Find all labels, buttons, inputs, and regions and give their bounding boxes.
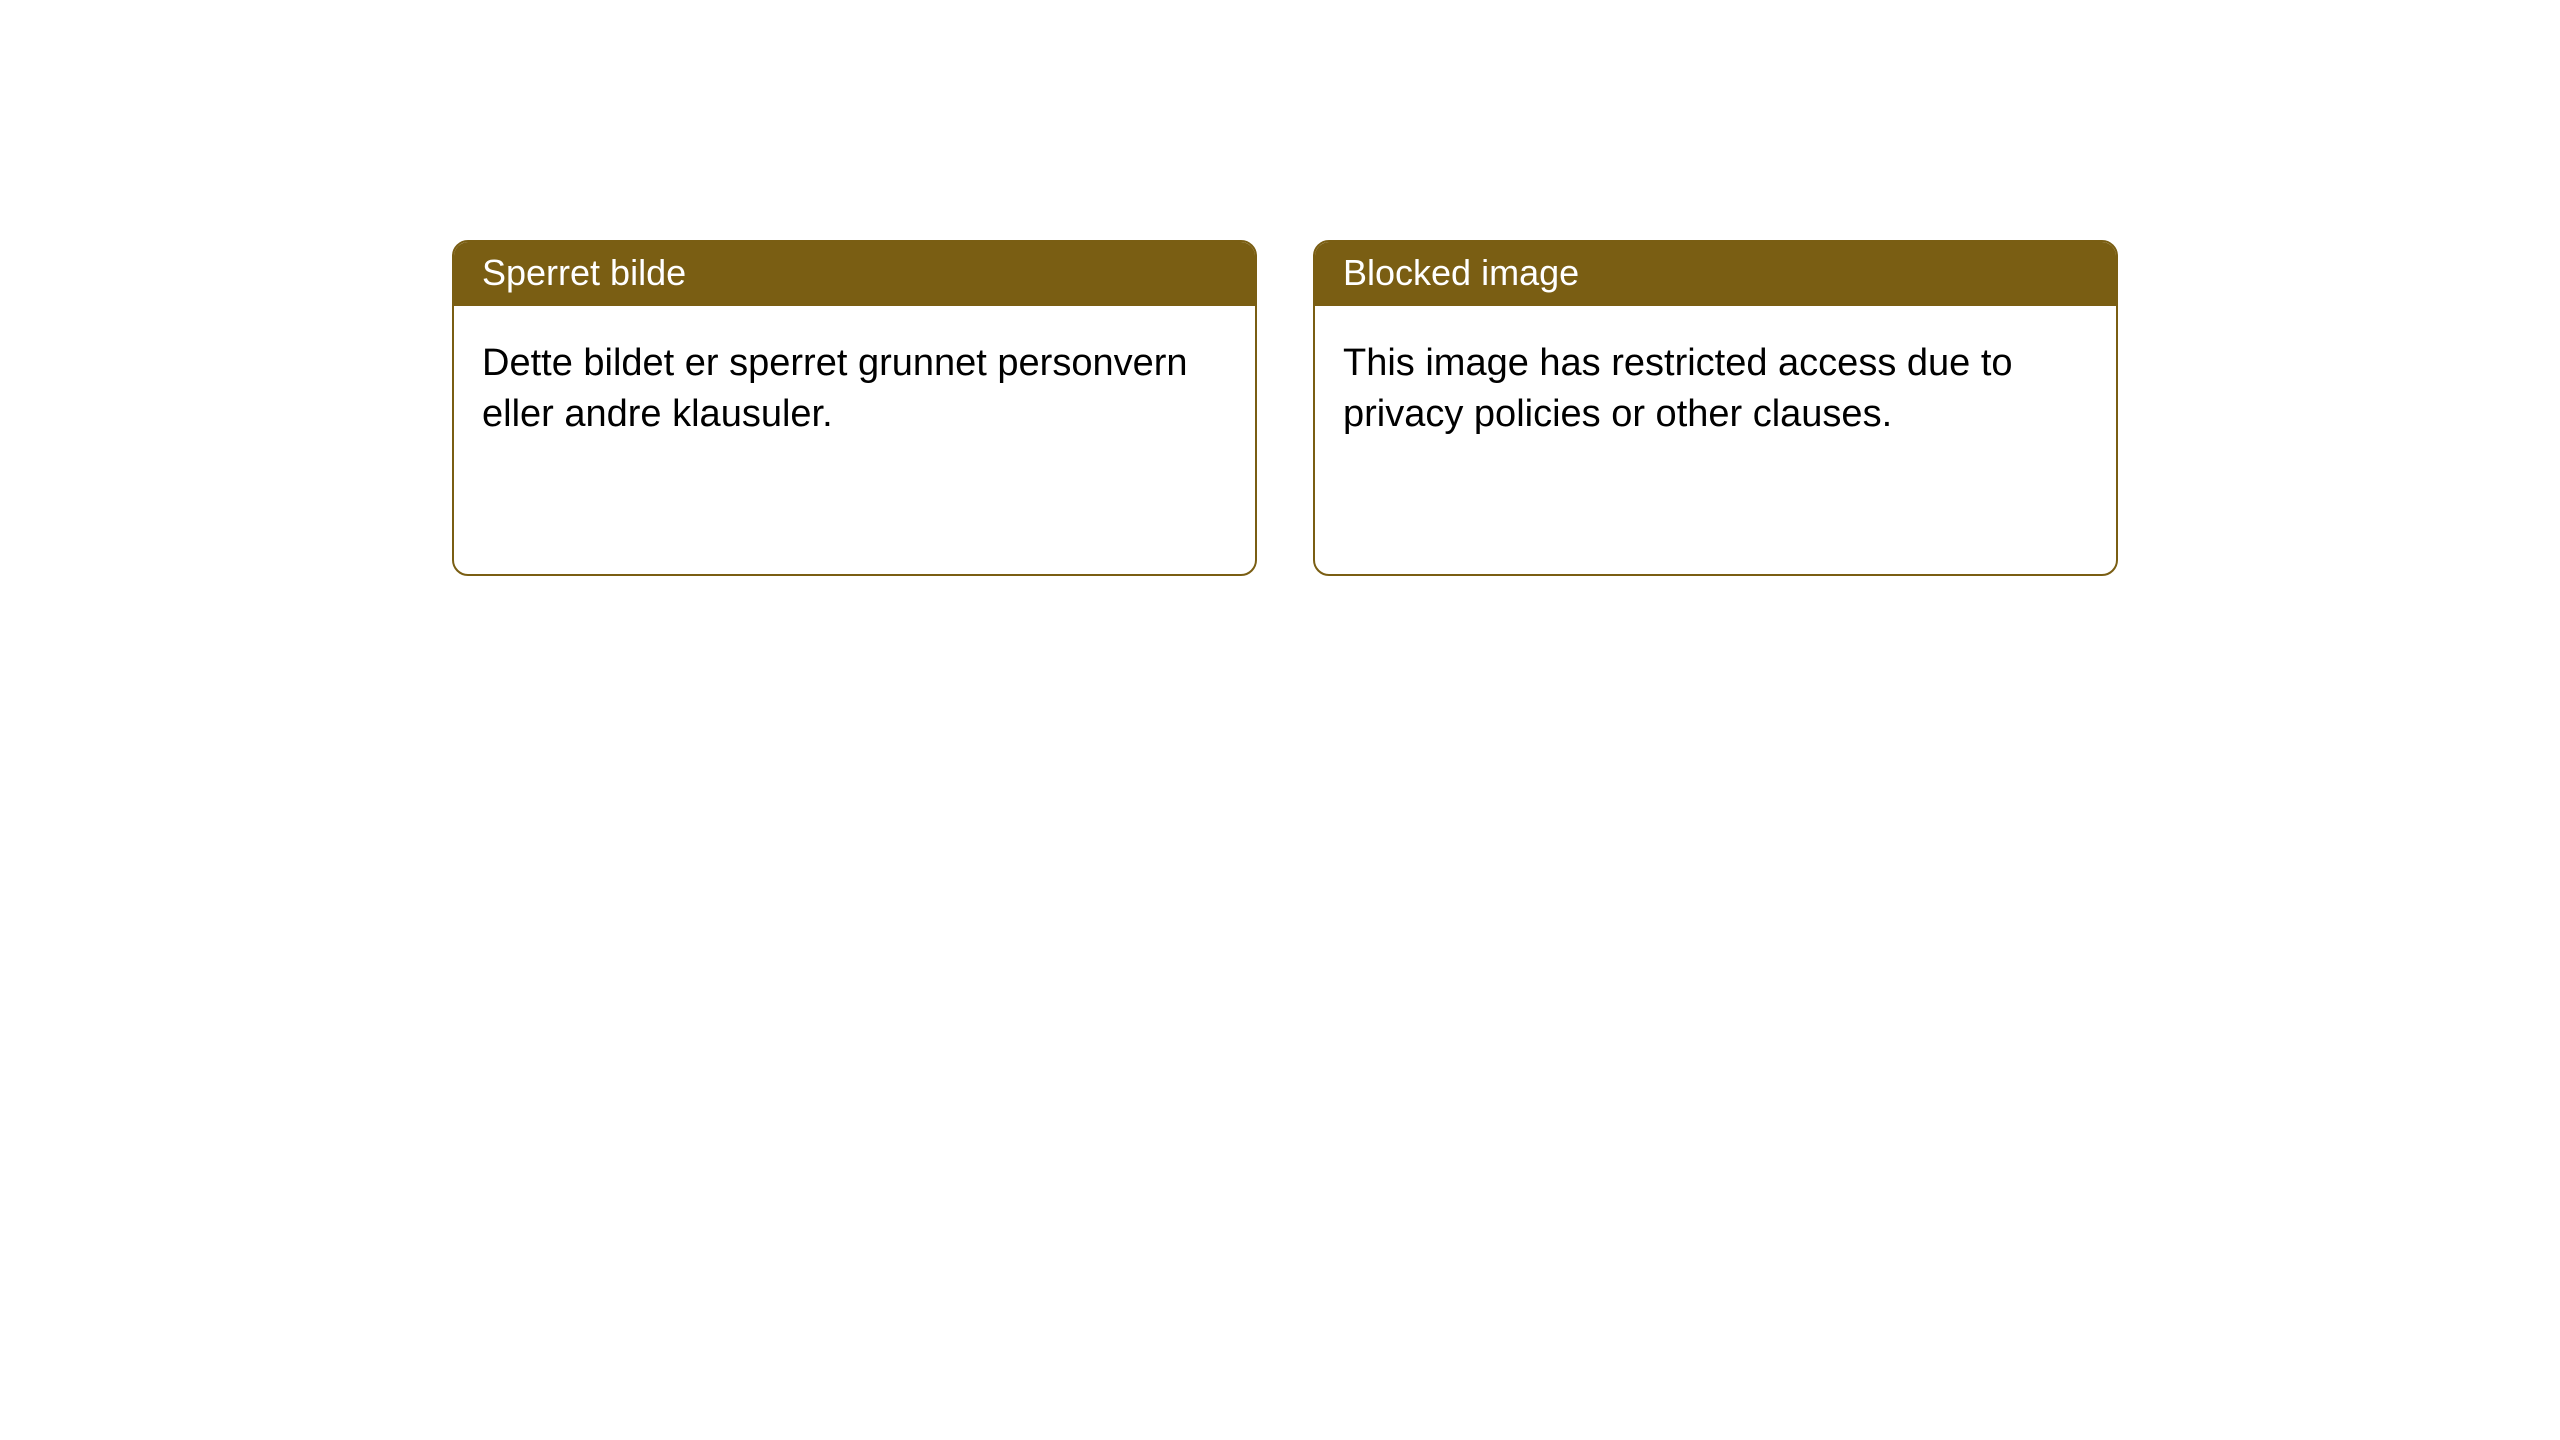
card-header: Sperret bilde — [454, 242, 1255, 306]
card-body-text: This image has restricted access due to … — [1343, 342, 2013, 435]
notice-card-norwegian: Sperret bilde Dette bildet er sperret gr… — [452, 240, 1257, 576]
card-body-text: Dette bildet er sperret grunnet personve… — [482, 342, 1188, 435]
card-body: This image has restricted access due to … — [1315, 306, 2116, 472]
notice-container: Sperret bilde Dette bildet er sperret gr… — [452, 240, 2118, 576]
notice-card-english: Blocked image This image has restricted … — [1313, 240, 2118, 576]
card-body: Dette bildet er sperret grunnet personve… — [454, 306, 1255, 472]
card-title: Blocked image — [1343, 252, 1579, 293]
card-title: Sperret bilde — [482, 252, 686, 293]
card-header: Blocked image — [1315, 242, 2116, 306]
